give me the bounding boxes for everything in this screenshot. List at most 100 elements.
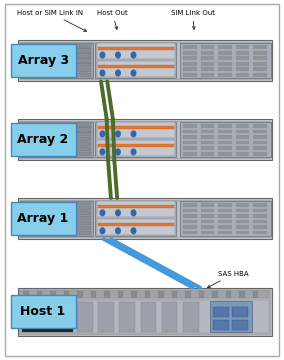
Bar [19, 42, 270, 79]
Bar [235, 214, 249, 218]
Bar [235, 45, 249, 49]
Bar [22, 147, 91, 151]
Text: Host Out: Host Out [97, 10, 128, 30]
Bar [95, 122, 176, 157]
Bar [97, 61, 174, 77]
Bar [253, 209, 267, 212]
Bar [218, 73, 232, 77]
Bar [95, 44, 176, 78]
Bar [172, 291, 178, 298]
Bar [20, 44, 93, 78]
Bar [218, 141, 232, 144]
Text: SAS HBA: SAS HBA [207, 271, 249, 288]
Bar [212, 291, 218, 298]
Bar [50, 291, 56, 298]
Bar [22, 221, 91, 225]
Bar [218, 152, 232, 156]
Bar [22, 301, 73, 332]
Bar [22, 58, 91, 63]
Bar [218, 45, 232, 49]
Circle shape [100, 131, 105, 137]
Bar [98, 65, 174, 68]
Circle shape [116, 210, 120, 216]
Bar [218, 203, 232, 207]
Bar [253, 67, 267, 71]
Bar [183, 141, 197, 144]
Bar [22, 132, 91, 136]
Bar [201, 130, 214, 134]
Bar [253, 130, 267, 134]
FancyBboxPatch shape [11, 296, 76, 328]
Bar [239, 291, 245, 298]
Bar [98, 222, 174, 226]
Bar [91, 291, 97, 298]
Bar [98, 126, 174, 129]
Bar [20, 300, 269, 333]
Bar [180, 201, 271, 236]
Circle shape [116, 52, 120, 58]
Bar [201, 45, 214, 49]
Text: Array 3: Array 3 [18, 54, 69, 67]
Bar [22, 48, 91, 53]
FancyBboxPatch shape [11, 202, 76, 235]
Bar [22, 142, 91, 147]
FancyBboxPatch shape [11, 123, 76, 156]
Circle shape [100, 210, 105, 216]
Bar [37, 291, 43, 298]
Bar [213, 307, 229, 317]
Bar [183, 62, 197, 66]
Bar [98, 144, 174, 147]
Bar [183, 214, 197, 218]
Bar [145, 291, 151, 298]
Bar [235, 62, 249, 66]
Bar [201, 57, 214, 60]
Bar [235, 130, 249, 134]
Bar [201, 124, 214, 128]
Bar [218, 67, 232, 71]
Bar [183, 45, 197, 49]
Text: Array 1: Array 1 [17, 212, 69, 225]
Bar [20, 290, 269, 298]
Bar [201, 225, 214, 229]
Bar [253, 45, 267, 49]
Bar [253, 73, 267, 77]
Bar [201, 220, 214, 223]
Bar [235, 209, 249, 212]
Bar [183, 67, 197, 71]
Bar [22, 63, 91, 67]
Bar [218, 214, 232, 218]
Bar [201, 141, 214, 144]
Bar [119, 302, 135, 332]
Circle shape [116, 70, 120, 76]
Bar [18, 198, 272, 239]
Bar [218, 220, 232, 223]
Bar [218, 124, 232, 128]
Bar [235, 124, 249, 128]
Bar [77, 302, 93, 332]
Bar [235, 67, 249, 71]
Bar [183, 209, 197, 212]
Bar [253, 203, 267, 207]
Bar [183, 203, 197, 207]
Circle shape [116, 228, 120, 234]
Bar [218, 225, 232, 229]
Bar [22, 68, 91, 72]
Bar [218, 147, 232, 150]
Bar [183, 231, 197, 234]
Bar [253, 214, 267, 218]
Circle shape [116, 131, 120, 137]
Text: Array 2: Array 2 [17, 133, 69, 146]
Bar [22, 226, 91, 230]
Bar [23, 291, 29, 298]
Bar [64, 291, 70, 298]
Bar [235, 57, 249, 60]
Bar [235, 141, 249, 144]
Bar [235, 51, 249, 54]
Bar [141, 302, 156, 332]
Bar [201, 152, 214, 156]
Bar [253, 62, 267, 66]
Bar [232, 320, 248, 330]
Bar [253, 152, 267, 156]
Bar [22, 53, 91, 58]
Bar [22, 73, 91, 77]
